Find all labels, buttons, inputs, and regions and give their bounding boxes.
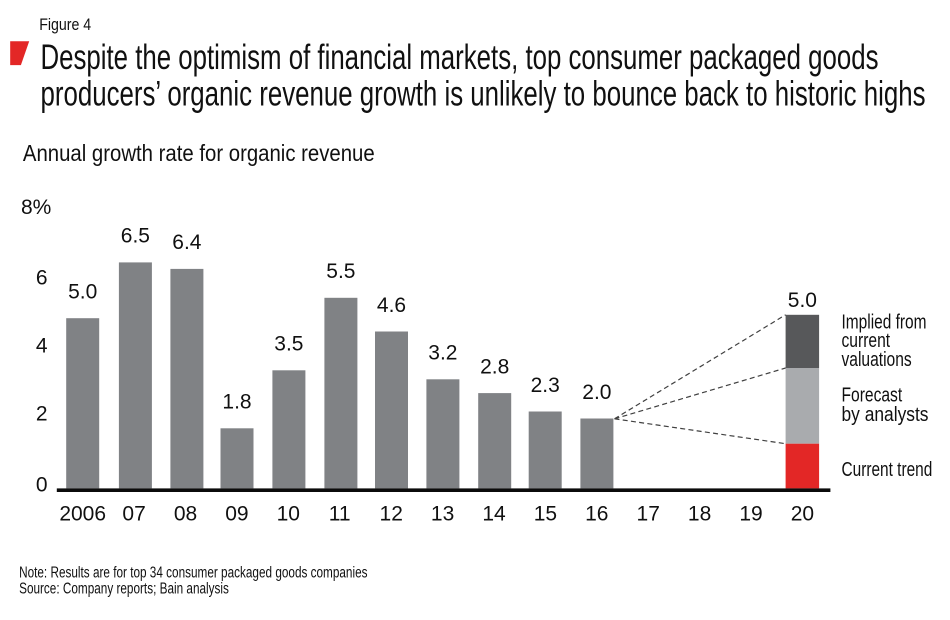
svg-text:2.0: 2.0 (582, 381, 611, 404)
svg-text:15: 15 (534, 503, 557, 526)
svg-text:18: 18 (688, 503, 711, 526)
svg-text:07: 07 (122, 503, 145, 526)
svg-text:5.5: 5.5 (326, 260, 355, 283)
svg-text:09: 09 (225, 503, 248, 526)
svg-text:Forecast: Forecast (842, 384, 903, 406)
svg-text:current: current (842, 330, 891, 352)
svg-text:4.6: 4.6 (377, 294, 406, 317)
svg-text:2.8: 2.8 (480, 355, 509, 378)
svg-text:Note: Results are for top 34 c: Note: Results are for top 34 consumer pa… (19, 565, 368, 582)
svg-text:20: 20 (791, 503, 814, 526)
svg-text:6: 6 (36, 267, 48, 290)
svg-text:6.5: 6.5 (121, 225, 150, 248)
svg-text:Implied from: Implied from (842, 312, 927, 334)
svg-text:Source: Company reports; Bain: Source: Company reports; Bain analysis (19, 581, 229, 598)
svg-text:2006: 2006 (59, 503, 106, 526)
svg-text:11: 11 (329, 503, 351, 526)
svg-text:19: 19 (739, 503, 762, 526)
svg-text:valuations: valuations (842, 349, 912, 371)
svg-text:16: 16 (585, 503, 608, 526)
svg-text:3.2: 3.2 (428, 342, 457, 365)
svg-text:8%: 8% (21, 196, 51, 219)
svg-text:12: 12 (380, 503, 403, 526)
svg-text:2.3: 2.3 (531, 374, 560, 397)
svg-text:5.0: 5.0 (68, 281, 97, 304)
svg-text:by analysts: by analysts (842, 404, 929, 426)
svg-text:08: 08 (174, 503, 197, 526)
svg-text:Figure 4: Figure 4 (39, 15, 91, 34)
svg-text:Current trend: Current trend (842, 459, 933, 481)
svg-text:3.5: 3.5 (274, 333, 303, 356)
svg-text:2: 2 (36, 403, 48, 426)
svg-text:1.8: 1.8 (222, 391, 251, 414)
svg-text:Annual growth rate for organic: Annual growth rate for organic revenue (23, 140, 375, 166)
svg-text:13: 13 (431, 503, 454, 526)
svg-text:6.4: 6.4 (172, 231, 202, 254)
svg-text:0: 0 (36, 474, 48, 497)
svg-text:5.0: 5.0 (788, 289, 817, 312)
svg-text:4: 4 (36, 335, 48, 358)
svg-text:producers’ organic revenue gro: producers’ organic revenue growth is unl… (41, 74, 926, 113)
svg-text:10: 10 (277, 503, 300, 526)
svg-text:14: 14 (482, 503, 506, 526)
svg-text:17: 17 (637, 503, 660, 526)
svg-text:Despite the optimism of financ: Despite the optimism of financial market… (41, 38, 879, 77)
